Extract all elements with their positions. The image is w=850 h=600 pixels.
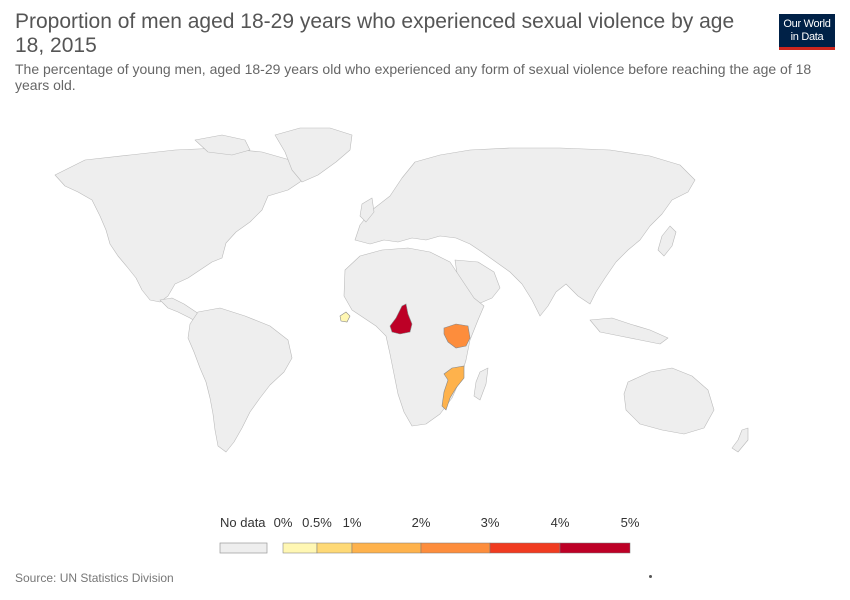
country-sierra-leone[interactable] <box>339 311 351 323</box>
legend-bin-4[interactable] <box>489 542 561 554</box>
legend-tick-label: 4% <box>551 515 570 530</box>
legend-bin-0[interactable] <box>282 542 318 554</box>
chart-subtitle: The percentage of young men, aged 18-29 … <box>15 61 812 93</box>
madagascar-landmass[interactable] <box>473 367 489 401</box>
southeast-asia-islands-landmass[interactable] <box>589 317 669 345</box>
country-mozambique[interactable] <box>441 365 465 411</box>
south-america-landmass[interactable] <box>187 307 293 453</box>
legend-tick-label: 2% <box>412 515 431 530</box>
legend-no-data-label: No data <box>220 515 266 530</box>
legend-bin-1[interactable] <box>316 542 353 554</box>
our-world-in-data-logo[interactable]: Our World in Data <box>779 14 835 50</box>
australia-landmass[interactable] <box>623 367 715 435</box>
chart-title: Proportion of men aged 18-29 years who e… <box>15 10 735 57</box>
source-note: Source: UN Statistics Division <box>15 571 174 585</box>
logo-line-2: in Data <box>790 31 824 43</box>
country-cameroon[interactable] <box>389 303 413 335</box>
decorative-dot <box>649 575 652 578</box>
new-zealand-landmass[interactable] <box>731 427 749 453</box>
legend-bin-5[interactable] <box>559 542 631 554</box>
arctic-islands-landmass[interactable] <box>194 134 251 156</box>
greenland-landmass[interactable] <box>274 127 353 183</box>
legend-tick-label: 5% <box>621 515 640 530</box>
color-legend: No data 0% 0.5% 1% 2% 3% 4% 5% <box>219 515 640 554</box>
japan-landmass[interactable] <box>657 225 677 257</box>
legend-bin-2[interactable] <box>351 542 422 554</box>
world-map <box>54 127 749 453</box>
legend-tick-label: 1% <box>343 515 362 530</box>
legend-tick-label: 3% <box>481 515 500 530</box>
legend-tick-label: 0.5% <box>302 515 332 530</box>
legend-bin-3[interactable] <box>420 542 491 554</box>
eurasia-landmass[interactable] <box>354 147 696 317</box>
british-isles-landmass[interactable] <box>359 197 375 223</box>
country-kenya[interactable] <box>443 323 471 349</box>
legend-tick-label: 0% <box>274 515 293 530</box>
north-america-landmass[interactable] <box>54 147 306 303</box>
legend-no-data-swatch[interactable] <box>219 542 268 554</box>
logo-line-1: Our World <box>783 18 831 30</box>
